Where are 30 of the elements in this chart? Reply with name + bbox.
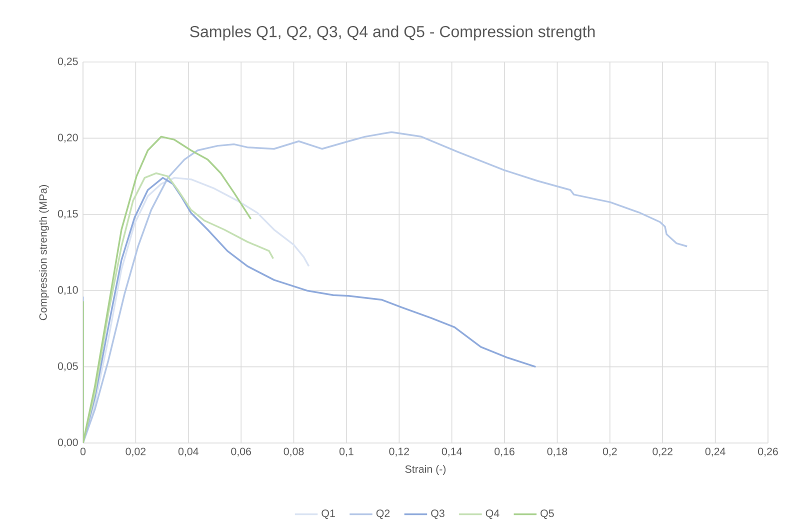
x-tick-label: 0,06 xyxy=(231,448,251,457)
x-tick-label: 0 xyxy=(80,448,86,456)
x-tick-label: 0,12 xyxy=(389,448,409,457)
legend-label: Q4 xyxy=(486,510,500,520)
y-tick-label: 0,15 xyxy=(58,210,78,219)
chart-title: Samples Q1, Q2, Q3, Q4 and Q5 - Compression strength xyxy=(190,26,595,40)
x-tick-label: 0,22 xyxy=(652,448,672,457)
x-tick-label: 0,26 xyxy=(758,448,778,457)
x-tick-label: 0,14 xyxy=(442,448,462,457)
line-series xyxy=(83,136,252,443)
x-tick-label: 0,2 xyxy=(602,448,617,457)
x-axis-title: Strain (-) xyxy=(405,465,446,475)
x-tick-label: 0,24 xyxy=(705,448,726,457)
y-tick-label: 0,25 xyxy=(58,58,78,66)
legend-label: Q1 xyxy=(322,510,335,520)
x-tick-label: 0,1 xyxy=(339,448,354,457)
y-axis-title: Compression strength (MPa) xyxy=(39,185,49,320)
legend-label: Q5 xyxy=(540,510,554,520)
x-tick-label: 0,02 xyxy=(126,448,146,457)
x-tick-label: 0,18 xyxy=(547,448,568,457)
y-tick-label: 0,20 xyxy=(58,134,78,143)
legend-label: Q3 xyxy=(431,510,444,520)
x-tick-label: 0,08 xyxy=(284,448,304,457)
y-tick-label: 0,05 xyxy=(58,362,78,372)
x-tick-label: 0,04 xyxy=(178,448,198,457)
x-tick-label: 0,16 xyxy=(494,448,514,457)
legend-label: Q2 xyxy=(376,510,390,520)
line-series xyxy=(83,131,688,443)
y-tick-label: 0,10 xyxy=(58,286,78,295)
y-tick-label: 0,00 xyxy=(58,438,78,448)
